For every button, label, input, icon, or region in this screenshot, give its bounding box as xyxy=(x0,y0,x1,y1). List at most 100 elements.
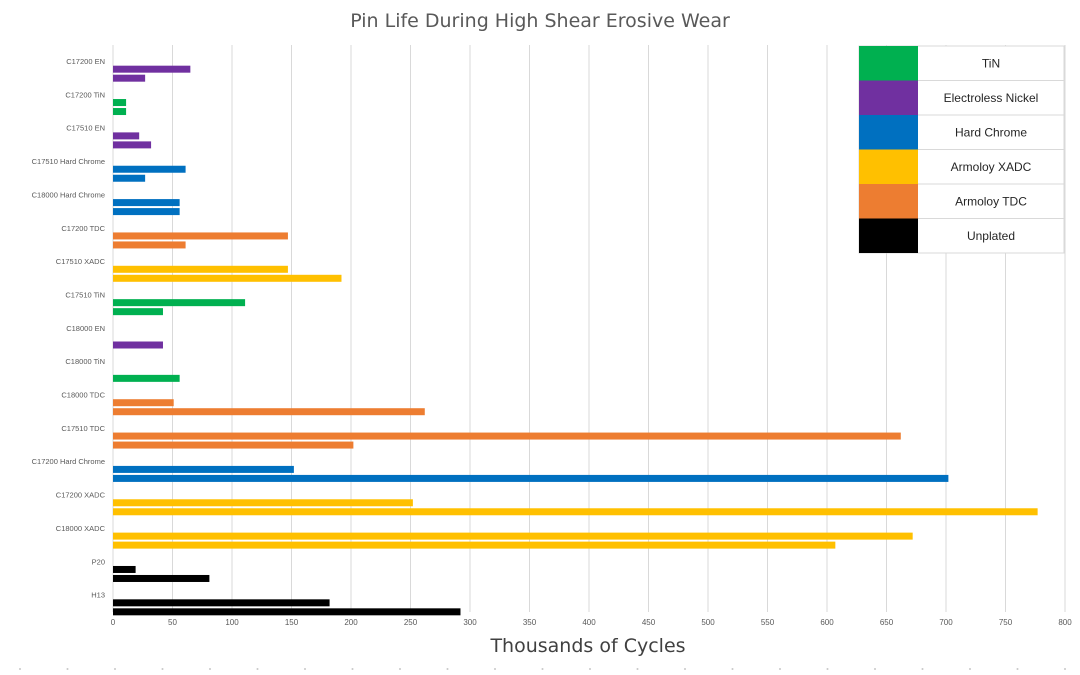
category-label: C18000 XADC xyxy=(56,524,106,533)
x-tick-label: 750 xyxy=(999,618,1013,627)
bar xyxy=(113,432,901,440)
footer-dot xyxy=(541,668,544,670)
legend-label: TiN xyxy=(982,56,1000,70)
bar xyxy=(113,499,413,507)
x-axis-label: Thousands of Cycles xyxy=(489,635,685,657)
category-label: C17200 Hard Chrome xyxy=(32,457,105,466)
footer-dot xyxy=(66,668,69,670)
bar xyxy=(113,574,210,582)
category-label: P20 xyxy=(92,557,105,566)
x-tick-label: 700 xyxy=(939,618,953,627)
legend-swatch xyxy=(859,115,918,150)
footer-dot xyxy=(589,668,591,670)
x-tick-label: 600 xyxy=(820,618,834,627)
bar xyxy=(113,599,330,607)
bar xyxy=(113,308,163,316)
footer-dot xyxy=(779,668,781,670)
bar xyxy=(113,174,146,182)
footer-dot xyxy=(494,668,496,670)
category-label: C18000 EN xyxy=(66,324,105,333)
legend-label: Armoloy TDC xyxy=(955,194,1027,208)
category-label: C17510 TDC xyxy=(61,424,105,433)
category-label: C18000 Hard Chrome xyxy=(32,190,105,199)
bar xyxy=(113,74,146,82)
x-tick-label: 200 xyxy=(344,618,358,627)
bar xyxy=(113,465,294,473)
footer-dot xyxy=(684,668,686,670)
legend-swatch xyxy=(859,80,918,115)
bars xyxy=(113,65,1038,616)
x-tick-label: 400 xyxy=(582,618,596,627)
x-tick-label: 150 xyxy=(285,618,299,627)
x-tick-label: 350 xyxy=(523,618,537,627)
category-label: C17200 XADC xyxy=(56,491,106,500)
footer-dot xyxy=(921,668,924,670)
bar xyxy=(113,265,288,273)
footer-dot xyxy=(826,668,829,670)
legend-swatch xyxy=(859,149,918,184)
bar xyxy=(113,108,127,116)
bar xyxy=(113,565,136,573)
category-labels: C17200 EN C17200 TiN C17510 EN C17510 Hard … xyxy=(32,57,106,600)
footer-dot xyxy=(636,668,639,670)
footer-dot xyxy=(446,668,449,670)
footer-dot xyxy=(114,668,116,670)
legend: TiN Electroless Nickel Hard Chrome Armoloy … xyxy=(858,45,1065,254)
bar xyxy=(113,208,180,216)
x-tick-label: 100 xyxy=(225,618,239,627)
bar xyxy=(113,408,425,416)
footer-dot xyxy=(874,668,876,670)
bar xyxy=(113,508,1038,516)
footer-dot xyxy=(304,668,306,670)
bar xyxy=(113,232,288,240)
legend-swatch xyxy=(859,218,918,253)
bar xyxy=(113,199,180,207)
category-label: C17510 Hard Chrome xyxy=(32,157,105,166)
footer-dot xyxy=(1064,668,1066,670)
category-label: C18000 TiN xyxy=(65,357,105,366)
category-label: C17200 TiN xyxy=(65,90,105,99)
x-tick-label: 50 xyxy=(168,618,177,627)
category-label: C17510 EN xyxy=(66,124,105,133)
bar xyxy=(113,541,836,549)
bar xyxy=(113,65,191,73)
legend-label: Unplated xyxy=(967,229,1015,243)
bar xyxy=(113,274,342,282)
footer-dot xyxy=(256,668,259,670)
chart-title: Pin Life During High Shear Erosive Wear xyxy=(350,10,730,32)
bar xyxy=(113,299,246,307)
footer-dots xyxy=(19,668,1066,670)
category-label: C18000 TDC xyxy=(61,391,105,400)
grid xyxy=(112,45,1066,612)
category-label: C17510 TiN xyxy=(65,290,105,299)
bar xyxy=(113,241,186,249)
bar xyxy=(113,532,913,540)
x-tick-label: 0 xyxy=(111,618,116,627)
legend-label: Hard Chrome xyxy=(955,125,1027,139)
footer-dot xyxy=(1016,668,1019,670)
bar xyxy=(113,441,354,449)
bar xyxy=(113,99,127,107)
x-tick-label: 800 xyxy=(1058,618,1072,627)
x-tick-label: 650 xyxy=(880,618,894,627)
bar xyxy=(113,399,174,407)
bar xyxy=(113,132,140,140)
x-tick-label: 300 xyxy=(463,618,477,627)
category-label: C17200 EN xyxy=(66,57,105,66)
bar xyxy=(113,165,186,173)
bar xyxy=(113,141,152,149)
category-label: C17510 XADC xyxy=(56,257,106,266)
footer-dot xyxy=(19,668,21,670)
footer-dot xyxy=(969,668,971,670)
footer-dot xyxy=(399,668,401,670)
category-label: C17200 TDC xyxy=(61,224,105,233)
x-tick-label: 250 xyxy=(404,618,418,627)
footer-dot xyxy=(351,668,354,670)
bar xyxy=(113,341,163,349)
legend-label: Electroless Nickel xyxy=(944,91,1039,105)
footer-dot xyxy=(161,668,164,670)
legend-label: Armoloy XADC xyxy=(951,160,1032,174)
x-tick-labels: 0 50 100 150 200 250 300 350 400 450 500 550 600 650 7… xyxy=(111,618,1072,627)
legend-swatch xyxy=(859,184,918,219)
